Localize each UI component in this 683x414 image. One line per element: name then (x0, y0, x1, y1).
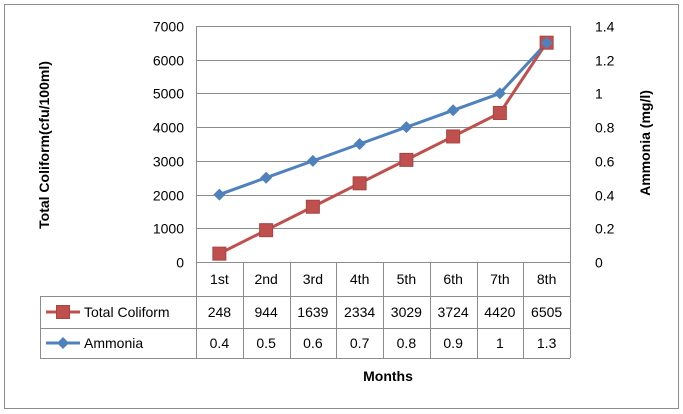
x-tick-label: 2nd (254, 271, 277, 287)
ammonia-point (306, 154, 319, 167)
y-tick-label-left: 2000 (153, 188, 184, 204)
coliform-line (218, 41, 548, 255)
ammonia-line (218, 41, 548, 196)
y-tick-label-right: 0.2 (595, 221, 615, 237)
table-cell-value: 2334 (344, 304, 375, 320)
coliform-point (212, 246, 227, 261)
y-tick-label-right: 1.4 (595, 19, 615, 35)
y-tick-label-left: 6000 (153, 53, 184, 69)
y-axis-title-left: Total Coliform(cfu/100ml) (36, 61, 52, 229)
table-cell-value: 3029 (391, 304, 422, 320)
ammonia-point (400, 121, 413, 134)
data-table: 1st 2nd 3rd 4th 5th 6th 7th 8th Total Coliform 24… (40, 262, 571, 359)
table-row: Total Coliform 248 944 1639 2334 3029 3724 4420… (46, 304, 562, 320)
table-cell-value: 0.4 (210, 335, 230, 351)
y-tick-label-right: 0.8 (595, 120, 615, 136)
right-axis-ticks: 0 0.2 0.4 0.6 0.8 1 1.2 1.4 (595, 19, 615, 271)
y-tick-label-left: 3000 (153, 154, 184, 170)
coliform-point (399, 152, 414, 167)
coliform-point (259, 223, 274, 238)
x-axis-title: Months (363, 368, 413, 384)
table-cell-value: 0.6 (303, 335, 323, 351)
y-tick-label-left: 0 (176, 255, 184, 271)
table-cell-value: 3724 (438, 304, 469, 320)
y-tick-label-left: 4000 (153, 120, 184, 136)
x-tick-label: 6th (443, 271, 462, 287)
y-tick-label-right: 0 (595, 255, 603, 271)
y-tick-label-right: 0.6 (595, 154, 615, 170)
coliform-point (446, 129, 461, 144)
table-cell-value: 6505 (531, 304, 562, 320)
table-cell-value: 0.7 (350, 335, 370, 351)
ammonia-point (540, 36, 553, 49)
y-tick-label-left: 1000 (153, 221, 184, 237)
coliform-point (352, 176, 367, 191)
left-axis-ticks: 0 1000 2000 3000 4000 5000 6000 7000 (153, 19, 184, 271)
y-tick-label-right: 1.2 (595, 53, 615, 69)
table-cell-value: 1 (496, 335, 504, 351)
table-cell-value: 1639 (297, 304, 328, 320)
ammonia-point (353, 138, 366, 150)
coliform-point (492, 105, 507, 120)
x-tick-label: 7th (490, 271, 509, 287)
legend-series-name: Total Coliform (84, 304, 170, 320)
ammonia-point (447, 104, 460, 117)
x-tick-label: 8th (537, 271, 556, 287)
legend-diamond-marker (57, 337, 69, 349)
x-tick-label: 4th (350, 271, 369, 287)
y-axis-title-right: Ammonia (mg/l) (637, 90, 653, 196)
legend-square-marker (56, 305, 70, 319)
chart-border (4, 4, 679, 409)
table-cell-value: 248 (208, 304, 232, 320)
x-tick-label: 3rd (303, 271, 323, 287)
table-cell-value: 0.5 (256, 335, 276, 351)
y-tick-label-right: 1 (595, 86, 603, 102)
y-tick-label-left: 5000 (153, 86, 184, 102)
x-tick-label: 1st (210, 271, 229, 287)
table-cell-value: 1.3 (537, 335, 557, 351)
table-cell-value: 944 (254, 304, 278, 320)
ammonia-point (260, 171, 273, 184)
legend-series-name: Ammonia (84, 335, 143, 351)
x-tick-label: 5th (397, 271, 416, 287)
ammonia-point (493, 87, 506, 100)
ammonia-point (213, 188, 226, 201)
table-row: Ammonia 0.4 0.5 0.6 0.7 0.8 0.9 1 1.3 (46, 335, 557, 351)
table-cell-value: 0.8 (397, 335, 417, 351)
y-tick-label-right: 0.4 (595, 188, 615, 204)
coliform-point (305, 199, 320, 214)
y-tick-label-left: 7000 (153, 19, 184, 35)
table-cell-value: 0.9 (443, 335, 463, 351)
table-cell-value: 4420 (484, 304, 515, 320)
gridlines (196, 26, 571, 358)
series-layer (212, 35, 554, 261)
